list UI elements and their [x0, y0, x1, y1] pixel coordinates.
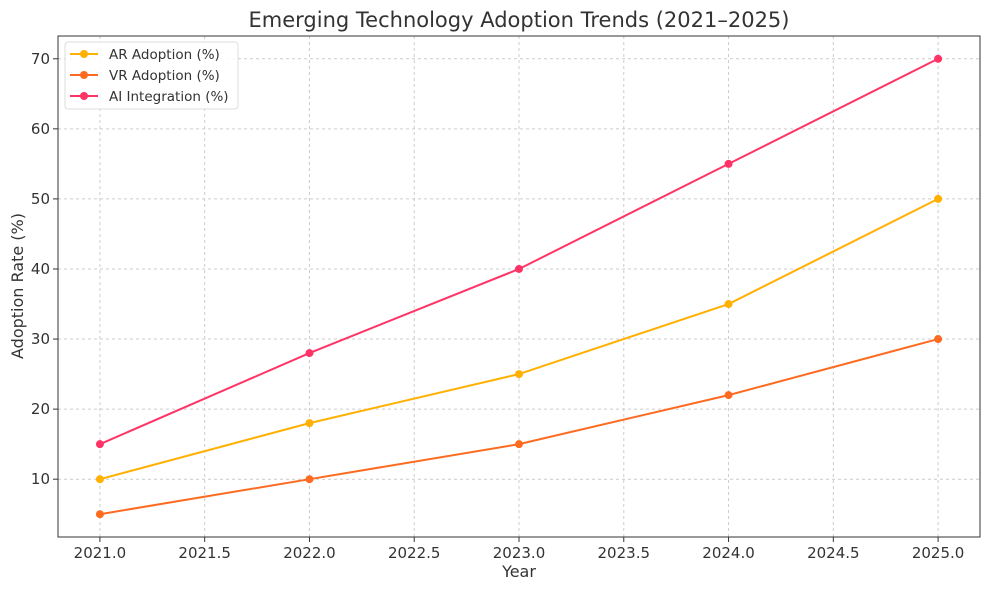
data-point — [724, 300, 733, 309]
axis-ticks: 2021.0 2021.5 2022.0 2022.5 2023.0 2023.5 2024… — [31, 50, 964, 562]
x-tick-label: 2023.0 — [493, 544, 546, 562]
x-tick-label: 2023.5 — [598, 544, 651, 562]
y-axis-label: Adoption Rate (%) — [8, 213, 27, 359]
data-point — [95, 440, 104, 449]
y-tick-label: 30 — [31, 330, 50, 348]
data-point — [515, 370, 523, 379]
y-tick-label: 70 — [31, 50, 50, 68]
x-tick-label: 2024.0 — [702, 544, 755, 562]
x-tick-label: 2021.0 — [74, 544, 127, 562]
grid — [58, 36, 980, 537]
y-tick-label: 10 — [31, 470, 50, 488]
data-point — [515, 440, 523, 449]
series-1 — [95, 335, 943, 519]
data-point — [305, 349, 314, 358]
y-tick-label: 50 — [31, 190, 50, 208]
plot-frame — [57, 35, 981, 538]
legend-label: AI Integration (%) — [109, 89, 229, 105]
x-tick-label: 2022.0 — [283, 544, 336, 562]
legend-label: VR Adoption (%) — [109, 68, 220, 84]
series-2 — [95, 54, 943, 449]
series-0 — [95, 194, 943, 484]
data-point — [305, 475, 314, 484]
x-tick-label: 2022.5 — [388, 544, 441, 562]
series-lines — [95, 54, 943, 519]
y-tick-label: 40 — [31, 260, 50, 278]
x-axis-label: Year — [501, 562, 536, 581]
legend-marker — [80, 71, 88, 79]
y-tick-label: 20 — [31, 400, 50, 418]
data-point — [95, 510, 104, 519]
legend-marker — [80, 92, 88, 100]
data-point — [934, 335, 943, 344]
data-point — [724, 391, 733, 400]
legend-label: AR Adoption (%) — [109, 47, 220, 63]
data-point — [934, 54, 943, 63]
data-point — [724, 159, 733, 168]
y-tick-label: 60 — [31, 120, 50, 138]
legend: AR Adoption (%) VR Adoption (%) AI Integra… — [64, 41, 239, 110]
x-tick-label: 2025.0 — [912, 544, 965, 562]
data-point — [95, 475, 104, 484]
x-tick-label: 2021.5 — [178, 544, 231, 562]
chart-title: Emerging Technology Adoption Trends (202… — [249, 8, 790, 32]
legend-box — [64, 41, 239, 110]
data-point — [305, 419, 314, 428]
legend-marker — [80, 50, 88, 58]
data-point — [934, 194, 943, 203]
data-point — [515, 264, 523, 273]
x-tick-label: 2024.5 — [807, 544, 860, 562]
